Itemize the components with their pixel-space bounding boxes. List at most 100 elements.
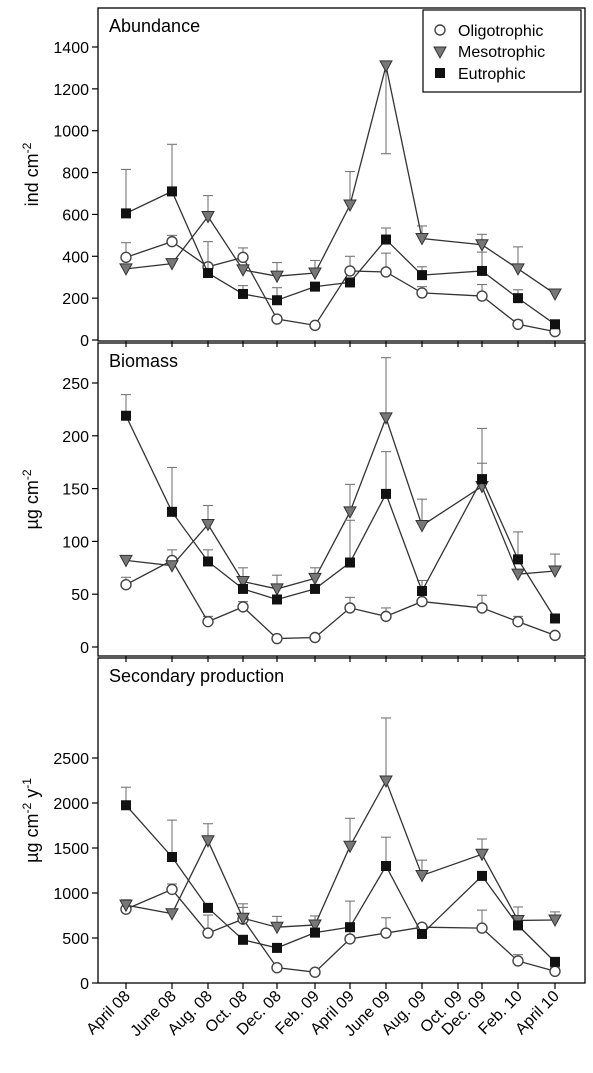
data-point xyxy=(417,586,427,597)
legend-label-oligotrophic: Oligotrophic xyxy=(458,23,543,40)
data-point xyxy=(476,602,488,614)
series-line xyxy=(125,804,556,963)
data-point xyxy=(203,902,213,913)
data-point xyxy=(381,488,391,499)
data-point xyxy=(272,594,282,605)
data-point xyxy=(345,922,355,933)
data-point xyxy=(166,235,178,248)
data-point xyxy=(119,899,133,913)
data-point xyxy=(203,268,213,279)
legend: Oligotrophic Mesotrophic Eutrophic xyxy=(422,9,582,93)
legend-marker-circle xyxy=(434,24,446,36)
series-mesotrophic xyxy=(119,60,562,302)
y-tick-label: 200 xyxy=(62,429,89,446)
data-point xyxy=(549,965,561,977)
legend-label-mesotrophic: Mesotrophic xyxy=(458,44,545,61)
data-point xyxy=(309,631,321,644)
series-eutrophic xyxy=(121,786,560,967)
data-point xyxy=(513,920,523,931)
data-point xyxy=(272,942,282,953)
data-point xyxy=(477,870,487,881)
series-mesotrophic xyxy=(119,717,562,935)
data-point xyxy=(548,288,562,302)
plot-frame xyxy=(97,657,586,984)
y-tick-label: 0 xyxy=(80,976,89,993)
data-point xyxy=(380,610,392,623)
data-point xyxy=(271,313,283,325)
data-point xyxy=(309,319,321,332)
data-point xyxy=(379,60,393,73)
data-point xyxy=(416,595,428,608)
data-point xyxy=(512,615,524,628)
y-tick-label: 1200 xyxy=(53,82,89,99)
data-point xyxy=(475,239,489,252)
y-tick-label: 150 xyxy=(62,482,89,499)
data-point xyxy=(165,560,179,573)
x-tick-label: April 08 xyxy=(83,988,133,1038)
y-axis-label: µg cm-2 xyxy=(20,469,42,529)
legend-marker-triangle xyxy=(433,46,447,60)
data-point xyxy=(343,199,357,213)
data-point xyxy=(119,554,133,568)
series-mesotrophic xyxy=(119,357,562,596)
y-tick-label: 1000 xyxy=(53,886,89,903)
data-point xyxy=(512,318,524,331)
y-axis-label: µg cm-2 y-1 xyxy=(20,778,42,863)
data-point xyxy=(344,933,356,945)
legend-item-eutrophic: Eutrophic xyxy=(435,66,526,83)
data-point xyxy=(513,293,523,304)
legend-label-eutrophic: Eutrophic xyxy=(458,66,526,83)
data-point xyxy=(236,264,250,277)
data-point xyxy=(272,295,282,306)
panel-title: Biomass xyxy=(109,351,178,371)
y-tick-label: 1400 xyxy=(53,40,89,57)
data-point xyxy=(121,208,131,219)
series-line xyxy=(125,190,556,325)
data-point xyxy=(415,869,429,883)
y-tick-label: 100 xyxy=(62,534,89,551)
panel-title: Abundance xyxy=(109,16,200,36)
y-tick-label: 500 xyxy=(62,931,89,948)
data-point xyxy=(237,251,249,264)
y-tick-label: 600 xyxy=(62,207,89,224)
data-point xyxy=(308,572,322,586)
data-point xyxy=(345,557,355,568)
data-point xyxy=(380,266,392,278)
data-point xyxy=(512,955,524,967)
data-point xyxy=(201,835,215,848)
data-point xyxy=(167,852,177,862)
panel-biomass: Biomass 0 50 100 150 200 250 µg cm-2 xyxy=(20,342,586,662)
data-point xyxy=(345,277,355,288)
data-point xyxy=(476,290,488,302)
data-point xyxy=(415,520,429,533)
data-point xyxy=(417,270,427,281)
plot-frame xyxy=(97,7,586,342)
series-line xyxy=(125,240,556,333)
data-point xyxy=(202,615,214,628)
data-point xyxy=(165,908,179,921)
data-point xyxy=(238,288,248,299)
data-point xyxy=(550,956,560,967)
data-point xyxy=(238,934,248,945)
data-point xyxy=(475,848,489,862)
data-point xyxy=(271,632,283,645)
data-point xyxy=(344,602,356,614)
data-point xyxy=(203,556,213,567)
data-point xyxy=(511,568,525,582)
data-point xyxy=(201,211,215,224)
data-point xyxy=(202,927,214,939)
data-point xyxy=(550,613,560,624)
data-point xyxy=(308,267,322,281)
series-line xyxy=(125,779,556,928)
data-point xyxy=(379,775,393,788)
data-point xyxy=(270,921,284,935)
data-point xyxy=(121,800,131,811)
legend-item-oligotrophic: Oligotrophic xyxy=(434,23,543,40)
data-point xyxy=(477,265,487,276)
data-point xyxy=(310,281,320,292)
y-tick-label: 2500 xyxy=(53,751,89,768)
y-axis-label: ind cm-2 xyxy=(20,142,42,206)
series-oligotrophic xyxy=(120,549,561,645)
